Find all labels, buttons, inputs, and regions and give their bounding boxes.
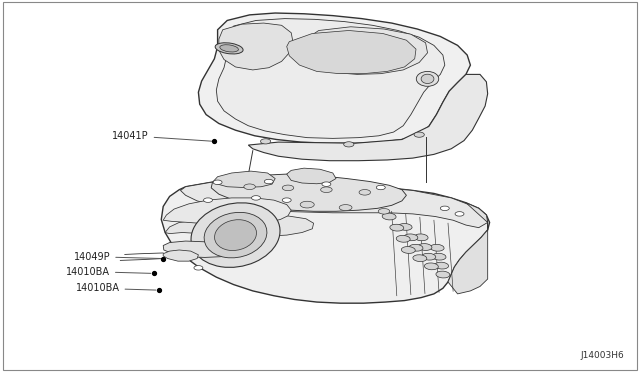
Ellipse shape <box>359 190 371 195</box>
Text: 14010BA: 14010BA <box>76 283 156 293</box>
Ellipse shape <box>194 266 203 270</box>
Ellipse shape <box>396 235 410 242</box>
Text: 14049P: 14049P <box>74 252 161 262</box>
Ellipse shape <box>417 71 439 86</box>
Polygon shape <box>211 174 406 211</box>
Ellipse shape <box>213 180 222 185</box>
Polygon shape <box>448 203 488 294</box>
Ellipse shape <box>378 208 390 214</box>
Ellipse shape <box>264 179 273 184</box>
Ellipse shape <box>414 132 424 137</box>
Polygon shape <box>216 19 445 138</box>
Ellipse shape <box>435 262 449 269</box>
Polygon shape <box>304 27 428 74</box>
Ellipse shape <box>390 224 404 231</box>
Ellipse shape <box>252 196 260 200</box>
Ellipse shape <box>322 182 331 186</box>
Ellipse shape <box>440 206 449 211</box>
Polygon shape <box>287 31 416 74</box>
Polygon shape <box>161 180 490 303</box>
Polygon shape <box>163 198 291 225</box>
Ellipse shape <box>376 185 385 190</box>
Polygon shape <box>180 180 488 228</box>
Text: J14003H6: J14003H6 <box>580 351 624 360</box>
Ellipse shape <box>424 263 438 270</box>
Ellipse shape <box>344 142 354 147</box>
Ellipse shape <box>220 45 239 52</box>
Polygon shape <box>248 74 488 161</box>
Polygon shape <box>163 241 232 257</box>
Polygon shape <box>165 215 314 236</box>
Polygon shape <box>212 171 275 187</box>
Ellipse shape <box>191 203 280 267</box>
Ellipse shape <box>300 201 314 208</box>
Ellipse shape <box>204 198 212 202</box>
Ellipse shape <box>321 187 332 193</box>
Ellipse shape <box>204 212 267 258</box>
Ellipse shape <box>414 234 428 241</box>
Ellipse shape <box>413 255 427 262</box>
Ellipse shape <box>401 247 415 253</box>
Ellipse shape <box>409 244 423 251</box>
Ellipse shape <box>418 244 432 250</box>
Ellipse shape <box>404 234 418 241</box>
Ellipse shape <box>282 185 294 191</box>
Ellipse shape <box>421 74 434 83</box>
Ellipse shape <box>455 212 464 216</box>
Text: 14010BA: 14010BA <box>66 267 151 276</box>
Polygon shape <box>287 168 336 184</box>
Polygon shape <box>219 23 293 70</box>
Ellipse shape <box>382 213 396 220</box>
Ellipse shape <box>282 198 291 202</box>
Ellipse shape <box>422 253 436 260</box>
Ellipse shape <box>339 205 352 211</box>
Ellipse shape <box>432 253 446 260</box>
Ellipse shape <box>398 224 412 230</box>
Polygon shape <box>198 13 470 143</box>
Ellipse shape <box>430 244 444 251</box>
Ellipse shape <box>260 139 271 144</box>
Ellipse shape <box>436 271 450 278</box>
Polygon shape <box>163 250 198 261</box>
Ellipse shape <box>215 43 243 54</box>
Ellipse shape <box>214 220 257 250</box>
Text: 14041P: 14041P <box>112 131 212 141</box>
Ellipse shape <box>244 184 255 190</box>
